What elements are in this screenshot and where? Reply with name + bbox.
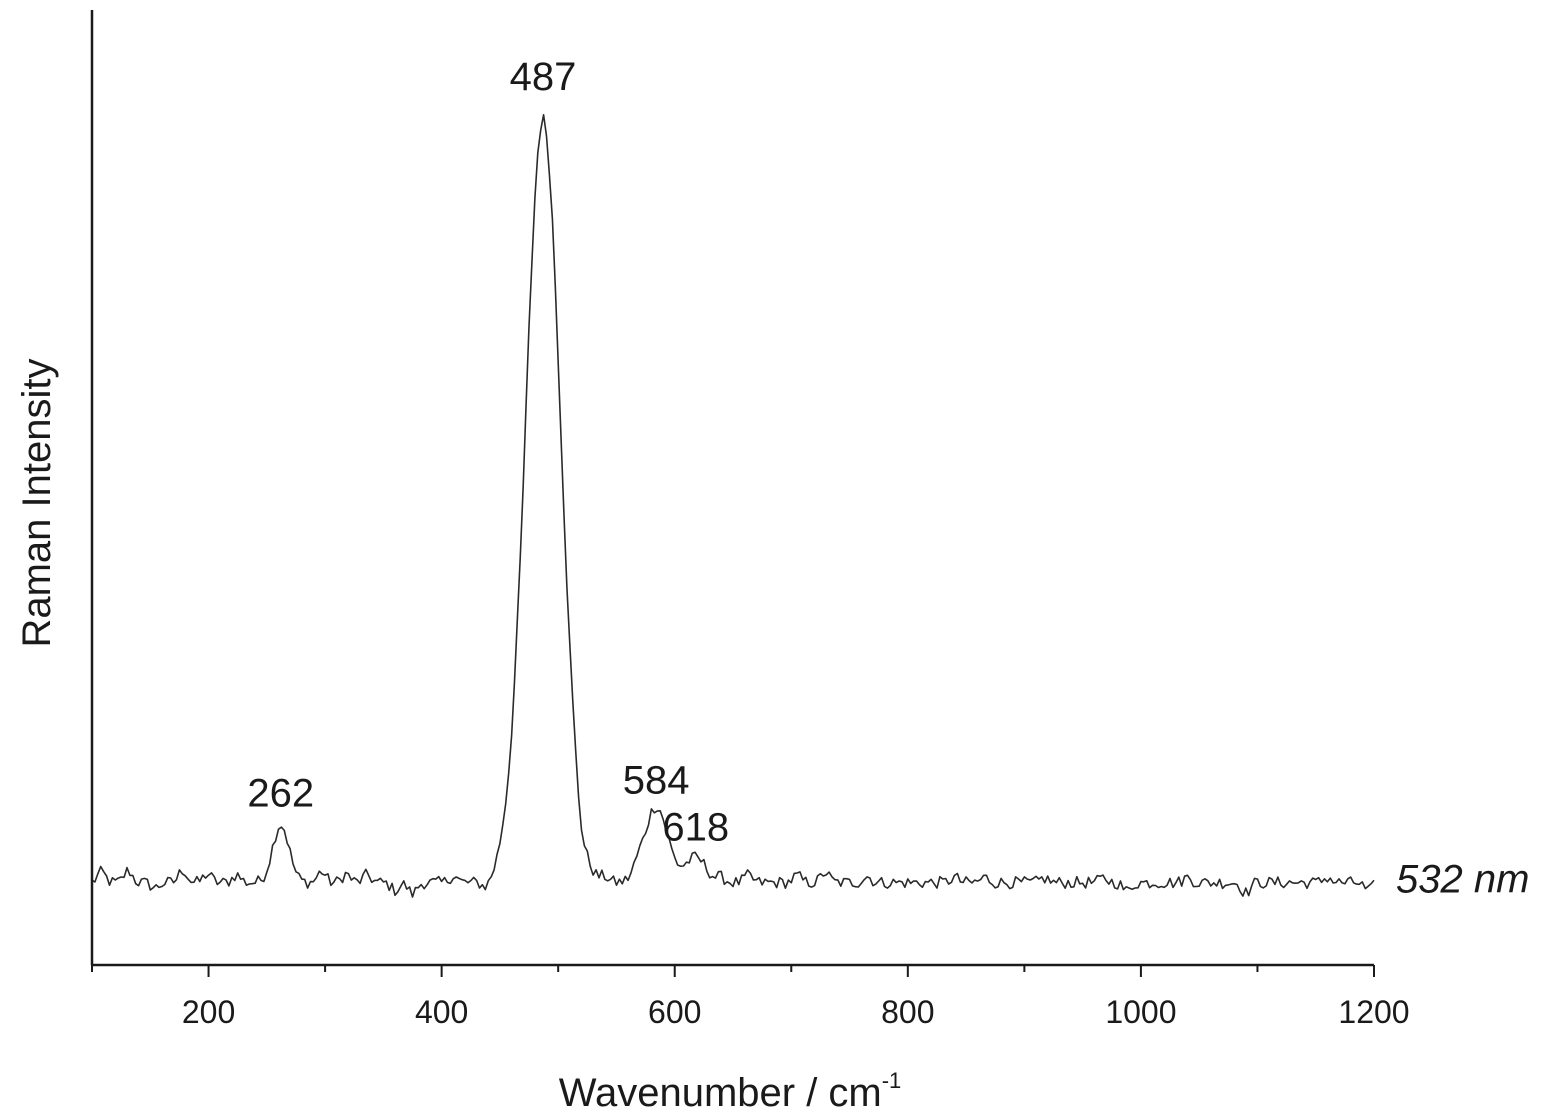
x-axis-title-text: Wavenumber / cm: [559, 1071, 882, 1115]
peak-label-487: 487: [510, 55, 577, 99]
peak-label-262: 262: [247, 771, 314, 815]
x-tick-label: 400: [415, 994, 468, 1030]
x-axis-title: Wavenumber / cm-1: [559, 1068, 902, 1115]
x-tick-label: 600: [648, 994, 701, 1030]
spectrum-line: [91, 114, 1375, 898]
x-tick-label: 800: [881, 994, 934, 1030]
peak-label-618: 618: [662, 806, 729, 850]
peak-label-584: 584: [623, 758, 690, 802]
x-tick-marks: [91, 965, 1375, 977]
x-tick-label: 1000: [1105, 994, 1176, 1030]
x-tick-label: 200: [182, 994, 235, 1030]
series-label: 532 nm: [1396, 858, 1529, 902]
x-tick-label: 1200: [1338, 994, 1409, 1030]
x-axis-title-superscript: -1: [882, 1068, 902, 1093]
x-tick-labels: 200 400 600 800 1000 1200: [182, 994, 1410, 1030]
y-axis-title: Raman Intensity: [15, 358, 59, 647]
